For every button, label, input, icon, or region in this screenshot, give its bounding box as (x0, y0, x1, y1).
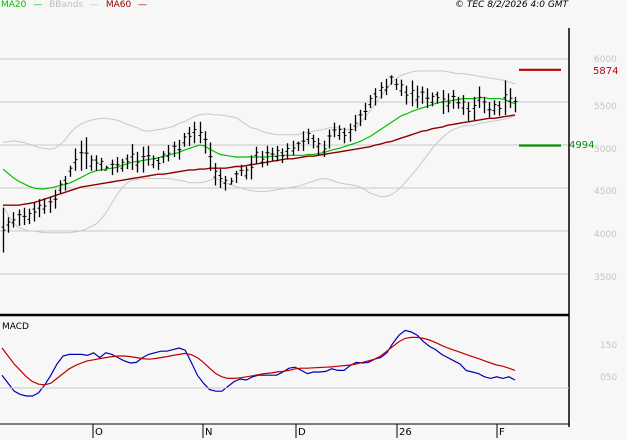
legend-ma60: MA60 — (105, 0, 148, 10)
y-tick-3500: 3500 (594, 273, 617, 283)
y-tick-4000: 4000 (594, 230, 617, 240)
legend-bbands: BBands — (49, 0, 99, 10)
x-axis-ticks (92, 424, 498, 438)
legend-ma20: MA20 — (1, 0, 43, 10)
x-label-26: 26 (399, 427, 412, 438)
ma20-line (2, 97, 516, 190)
price-gridlines (0, 58, 569, 275)
support-label: 4994 (569, 140, 595, 151)
macd-lines (1, 329, 516, 397)
legend: MA20 — BBands — MA60 — (1, 0, 151, 11)
resistance-label: 5874 (593, 66, 619, 77)
y-tick-6000: 6000 (594, 55, 617, 65)
macd-tick-150: 150 (600, 341, 618, 351)
support-resistance-lines (519, 68, 561, 147)
macd-tick-050: 050 (600, 373, 618, 383)
bollinger-bands (2, 70, 516, 234)
macd-title: MACD (2, 322, 29, 332)
y-tick-4500: 4500 (594, 187, 617, 197)
y-tick-5500: 5500 (594, 102, 617, 112)
chart-frame (0, 28, 570, 427)
y-tick-5000: 5000 (594, 145, 617, 155)
ma60-line (3, 114, 516, 206)
x-label-feb: F (499, 427, 505, 438)
x-label-oct: O (95, 427, 103, 438)
price-bars (1, 75, 518, 253)
x-label-dec: D (298, 427, 306, 438)
copyright-timestamp: © TEC 8/2/2026 4:0 GMT (455, 0, 569, 10)
x-label-nov: N (205, 427, 213, 438)
